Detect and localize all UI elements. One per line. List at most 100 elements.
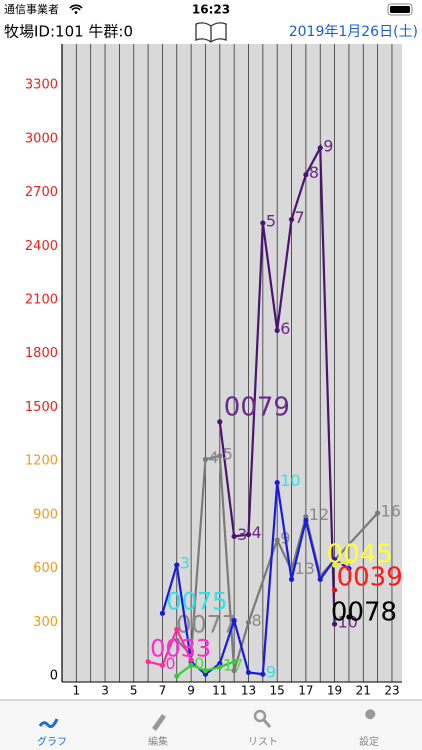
point-label: 9 [323, 136, 333, 155]
point [217, 419, 223, 425]
battery-level [390, 6, 410, 13]
point [331, 562, 338, 568]
point [274, 537, 280, 543]
y-tick-label: 2400 [25, 239, 58, 254]
point [331, 557, 338, 563]
point [188, 662, 194, 668]
point-label: 5 [223, 444, 233, 463]
series-name: 0075 [166, 587, 227, 615]
point [159, 662, 166, 668]
y-tick-label: 3300 [25, 78, 58, 93]
x-tick-label: 23 [384, 684, 399, 698]
point-label: 8 [251, 611, 261, 630]
series-name: 0033 [150, 635, 211, 663]
series-line [161, 482, 350, 676]
point-label: 4 [251, 523, 261, 542]
settings-icon[interactable] [362, 709, 376, 729]
series-line [147, 626, 193, 667]
point [188, 657, 194, 663]
tab-label[interactable]: リスト [248, 737, 278, 748]
point [303, 514, 309, 520]
point-label: 7 [295, 208, 305, 227]
x-tick-label: 5 [130, 684, 138, 698]
x-tick-label: 17 [298, 684, 313, 698]
point-label: 10 [280, 471, 300, 490]
point-label: 6 [280, 319, 290, 338]
tab-label[interactable]: 編集 [148, 735, 168, 748]
graph-icon[interactable] [38, 718, 59, 728]
series-name: 0078 [331, 597, 397, 627]
tab-label[interactable]: 設定 [359, 735, 379, 748]
edit-icon[interactable] [152, 714, 166, 731]
point-label: 3 [237, 525, 247, 544]
y-tick-label: 1200 [25, 454, 58, 469]
y-tick-label: 0 [50, 669, 58, 684]
y-tick-label: 2700 [25, 185, 58, 200]
point [217, 660, 223, 667]
x-tick-label: 11 [212, 684, 227, 698]
point [274, 480, 280, 486]
x-tick-label: 19 [327, 684, 342, 698]
point [159, 610, 166, 616]
y-tick-label: 2100 [25, 293, 58, 308]
point [217, 453, 223, 459]
point [245, 669, 252, 676]
date[interactable]: 2019年1月26日(土) [289, 24, 418, 40]
point [174, 637, 180, 643]
battery [387, 3, 413, 16]
point [317, 576, 323, 582]
point [346, 614, 352, 620]
y-tick-label: 600 [33, 561, 58, 576]
point-label: 4 [208, 448, 218, 467]
point [217, 664, 223, 670]
clock: 16:23 [192, 3, 230, 17]
book-icon[interactable] [195, 22, 227, 43]
x-tick-label: 7 [159, 684, 167, 698]
point [245, 531, 252, 538]
series-name: 0039 [337, 563, 403, 593]
point [174, 673, 180, 679]
point [260, 671, 266, 677]
y-tick-label: 3000 [25, 131, 58, 146]
point [346, 558, 352, 565]
point-label: 16 [381, 502, 401, 521]
x-tick-label: 3 [101, 684, 109, 698]
y-tick-label: 300 [33, 615, 58, 630]
list-icon[interactable] [253, 709, 267, 723]
point [375, 510, 381, 516]
point [274, 327, 280, 334]
point [245, 619, 252, 625]
point [288, 576, 295, 582]
point [288, 216, 295, 223]
list-icon-handle[interactable] [262, 719, 272, 728]
point [145, 659, 151, 665]
series-name: 0079 [224, 392, 290, 422]
point [174, 626, 180, 633]
x-tick-label: 13 [241, 684, 256, 698]
y-tick-label: 1500 [25, 400, 58, 415]
x-tick-label: 21 [356, 684, 371, 698]
point-label: 9 [266, 663, 276, 682]
point-label: 0 [165, 654, 175, 673]
point-label: 17 [223, 656, 243, 675]
x-tick-label: 9 [187, 684, 195, 698]
point [231, 668, 237, 674]
carrier: 通信事業者 [4, 3, 59, 16]
y-tick-label: 900 [33, 507, 58, 522]
tab-label[interactable]: グラフ [37, 735, 67, 748]
point [303, 172, 309, 178]
point [331, 587, 338, 593]
wifi-dot [74, 11, 78, 14]
point-label: 10 [338, 613, 358, 632]
point-label: 13 [295, 559, 315, 578]
y-tick-label: 1800 [25, 346, 58, 361]
point [202, 456, 209, 462]
point-label: 3 [180, 553, 190, 572]
series-name: 0045 [327, 539, 393, 569]
point-label: 12 [309, 505, 329, 524]
point [174, 562, 180, 568]
plot-area [62, 44, 402, 682]
x-tick-label: 15 [270, 684, 285, 698]
point [231, 617, 237, 624]
point-label: 8 [309, 163, 319, 182]
